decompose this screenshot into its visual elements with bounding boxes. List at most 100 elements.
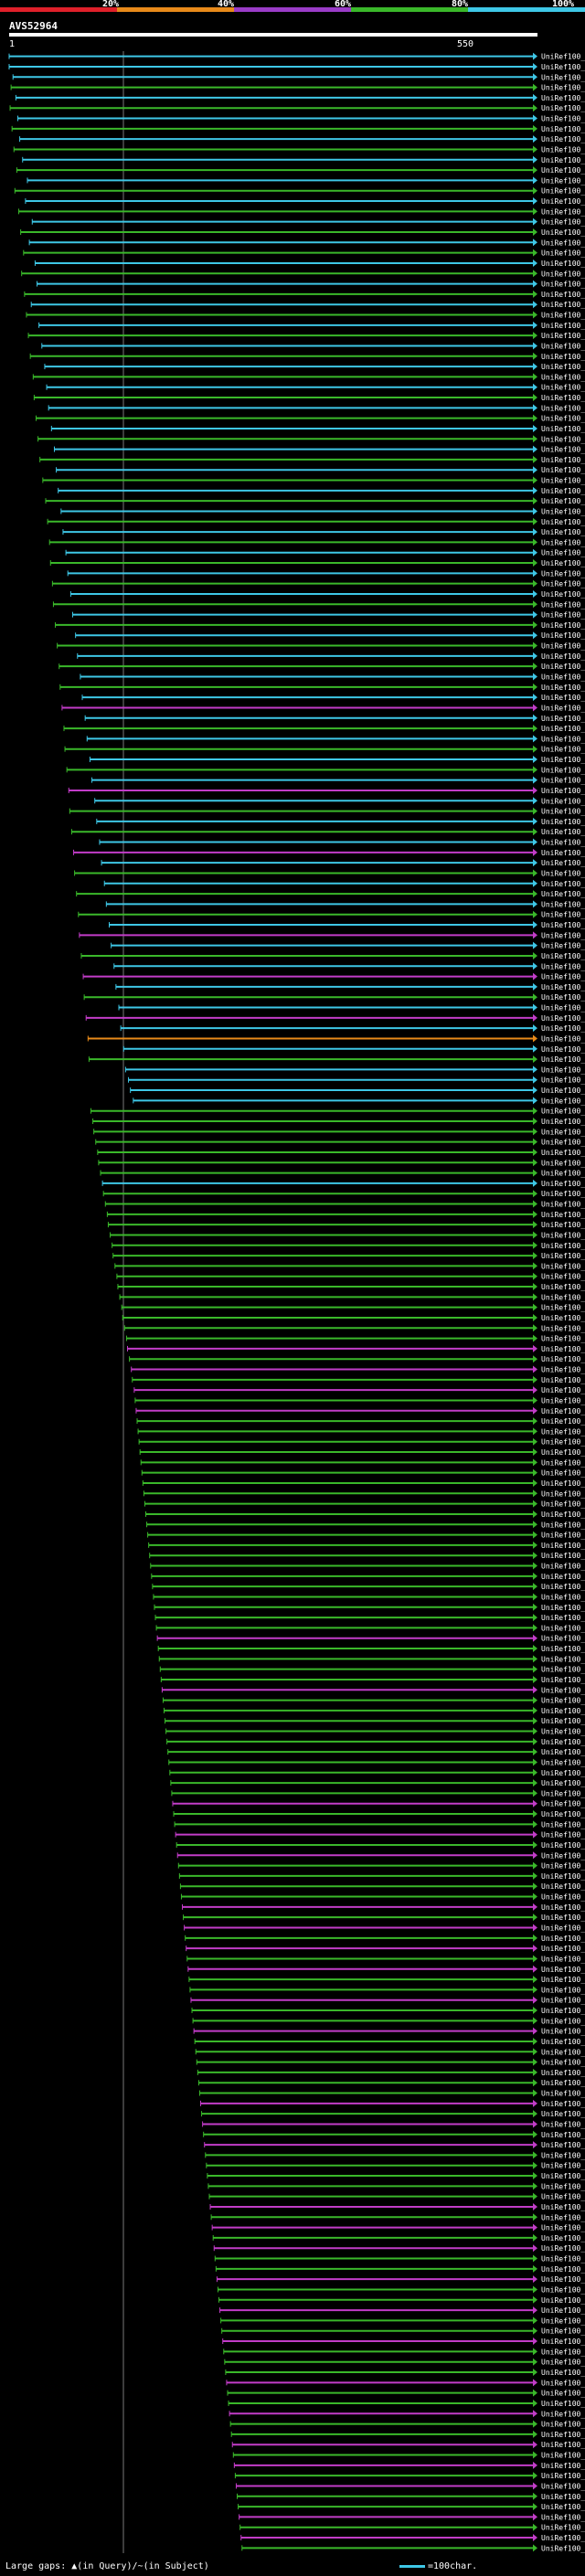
hit-end-arrow — [533, 910, 537, 918]
hit-end-arrow — [533, 197, 537, 206]
hit-label: UniRef100_B8HH86 — [541, 2493, 585, 2501]
hit-end-arrow — [533, 1913, 537, 1922]
hit-end-arrow — [533, 2430, 537, 2438]
hit-label: UniRef100_B5G4Y4 — [541, 1862, 585, 1871]
hit-label: UniRef100_Q4WVJ5 — [541, 2327, 585, 2336]
hit-end-arrow — [533, 2110, 537, 2118]
hit-row: UniRef100_A8JGX3 — [223, 2348, 585, 2356]
hit-row: UniRef100_A7NT3L — [128, 1076, 585, 1085]
hit-row: UniRef100_O75Q98 — [28, 239, 585, 247]
hit-row: UniRef100_Q9NB57 — [173, 1810, 585, 1818]
hit-end-arrow — [533, 404, 537, 412]
hit-row: UniRef100_Q46177 — [116, 1272, 585, 1281]
hit-end-arrow — [533, 1624, 537, 1632]
hit-label: UniRef100_Q07491 — [541, 528, 585, 536]
hit-label: UniRef100_Q6AVC7 — [541, 1345, 585, 1353]
hit-label: UniRef100_B5G408 — [541, 1314, 585, 1322]
hit-end-arrow — [533, 1955, 537, 1963]
hit-label: UniRef100_Q81930 — [541, 859, 585, 867]
hit-row: UniRef100_C4B4C8 — [179, 1882, 585, 1891]
hit-label: UniRef100_Q73WX9 — [541, 704, 585, 712]
hit-label: UniRef100_Q2QH09 — [541, 1469, 585, 1478]
hit-row: UniRef100_Q2V9M0 — [205, 2151, 585, 2159]
hit-end-arrow — [533, 1593, 537, 1601]
hit-end-arrow — [533, 2523, 537, 2531]
hit-end-arrow — [533, 1241, 537, 1249]
hit-end-arrow — [533, 2223, 537, 2231]
hit-end-arrow — [533, 321, 537, 329]
hit-label: UniRef100_Q0ZM44 — [541, 2275, 585, 2284]
hit-end-arrow — [533, 1614, 537, 1622]
hit-end-arrow — [533, 1013, 537, 1022]
hit-label: UniRef100_B9T558 — [541, 1004, 585, 1012]
hit-end-arrow — [533, 652, 537, 660]
hit-end-arrow — [533, 776, 537, 784]
hit-label: UniRef100_Q4I698 — [541, 384, 585, 392]
hit-row: UniRef100_Q9GPN3 — [161, 1686, 585, 1694]
hit-row: UniRef100_Q27909 — [193, 2027, 585, 2036]
hit-row: UniRef100_A2QSQ3 — [202, 2120, 585, 2128]
hit-end-arrow — [533, 2151, 537, 2159]
hit-row: UniRef100_Q21NS0 — [239, 2513, 585, 2521]
hit-row: UniRef100_A9PEE3 — [20, 228, 585, 237]
hit-label: UniRef100_Q9YG46 — [541, 2079, 585, 2087]
hit-label: UniRef100_C4Q6M0 — [541, 1532, 585, 1540]
hit-end-arrow — [533, 1231, 537, 1239]
hit-end-arrow — [533, 517, 537, 525]
hit-label: UniRef100_Q0GZR6 — [541, 322, 585, 330]
hit-label: UniRef100_A4QD00 — [541, 1738, 585, 1746]
hit-row: UniRef100_Q43579 — [47, 517, 585, 526]
hit-end-arrow — [533, 124, 537, 133]
hit-row: UniRef100_Q4T312 — [171, 1789, 585, 1797]
hit-label: UniRef100_A9RNZ6 — [541, 1231, 585, 1239]
hit-label: UniRef100_UP1000.. — [541, 590, 585, 599]
hit-row: UniRef100_Q84RM0 — [14, 186, 585, 196]
hit-end-arrow — [533, 2472, 537, 2480]
hit-row: UniRef100_Q9LNA0 — [204, 2141, 585, 2149]
hit-label: UniRef100_B2WQE8 — [541, 2400, 585, 2408]
hit-end-arrow — [533, 1128, 537, 1136]
hit-label: UniRef100_Q0LAC2 — [541, 2482, 585, 2490]
hit-row: UniRef100_P54814 — [241, 2544, 585, 2552]
hit-end-arrow — [533, 1334, 537, 1342]
hit-label: UniRef100_B9M5X0 — [541, 2421, 585, 2429]
hit-label: UniRef100_Q23F76 — [541, 1045, 585, 1054]
hit-row: UniRef100_C5Q089 — [152, 1583, 585, 1591]
hit-end-arrow — [533, 528, 537, 536]
hit-end-arrow — [533, 2027, 537, 2035]
hit-label: UniRef100_Q7XR52 — [541, 135, 585, 143]
hit-label: UniRef100_UP1000.. — [541, 1676, 585, 1684]
hit-row: UniRef100_A9SEL4 — [64, 745, 585, 754]
hit-row: UniRef100_A2P2E0 — [45, 497, 585, 505]
hit-end-arrow — [533, 1686, 537, 1694]
hit-label: UniRef100_A9SEL4 — [541, 746, 585, 754]
hit-end-arrow — [533, 1892, 537, 1901]
hit-end-arrow — [533, 1531, 537, 1539]
hit-end-arrow — [533, 538, 537, 546]
hit-row: UniRef100_B5S985 — [58, 486, 585, 495]
hit-label: UniRef100_Q9FV01 — [541, 797, 585, 805]
hit-end-arrow — [533, 83, 537, 91]
hit-row: UniRef100_Q9WE56 — [207, 2172, 585, 2180]
hit-row: UniRef100_Q1BIY2 — [187, 1965, 585, 1974]
hit-end-arrow — [533, 1541, 537, 1549]
hit-row: UniRef100_Q43580 — [51, 579, 585, 588]
hit-end-arrow — [533, 2017, 537, 2025]
hit-label: UniRef100_Q9S324 — [541, 890, 585, 898]
hit-label: UniRef100_A6VVM7 — [541, 684, 585, 692]
hit-row: UniRef100_C5Y171 — [57, 641, 585, 651]
hit-label: UniRef100_C6TQ27 — [541, 342, 585, 350]
hit-end-arrow — [533, 2316, 537, 2325]
hit-row: UniRef100_A5RLY1 — [233, 2461, 585, 2470]
hit-end-arrow — [533, 1799, 537, 1807]
hit-row: UniRef100_C1N1D4 — [159, 1665, 585, 1674]
hit-end-arrow — [533, 1871, 537, 1880]
hit-row: UniRef100_UP1000.. — [112, 1241, 585, 1250]
hit-end-arrow — [533, 104, 537, 112]
hit-row: UniRef100_Q2UKE1 — [136, 1417, 585, 1426]
hit-label: UniRef100_P43295 — [541, 104, 585, 112]
hit-label: UniRef100_Q5YB06 — [541, 1087, 585, 1095]
hit-end-arrow — [533, 1717, 537, 1725]
hit-end-arrow — [533, 869, 537, 877]
hit-label: UniRef100_Q2UKE2 — [541, 1324, 585, 1332]
